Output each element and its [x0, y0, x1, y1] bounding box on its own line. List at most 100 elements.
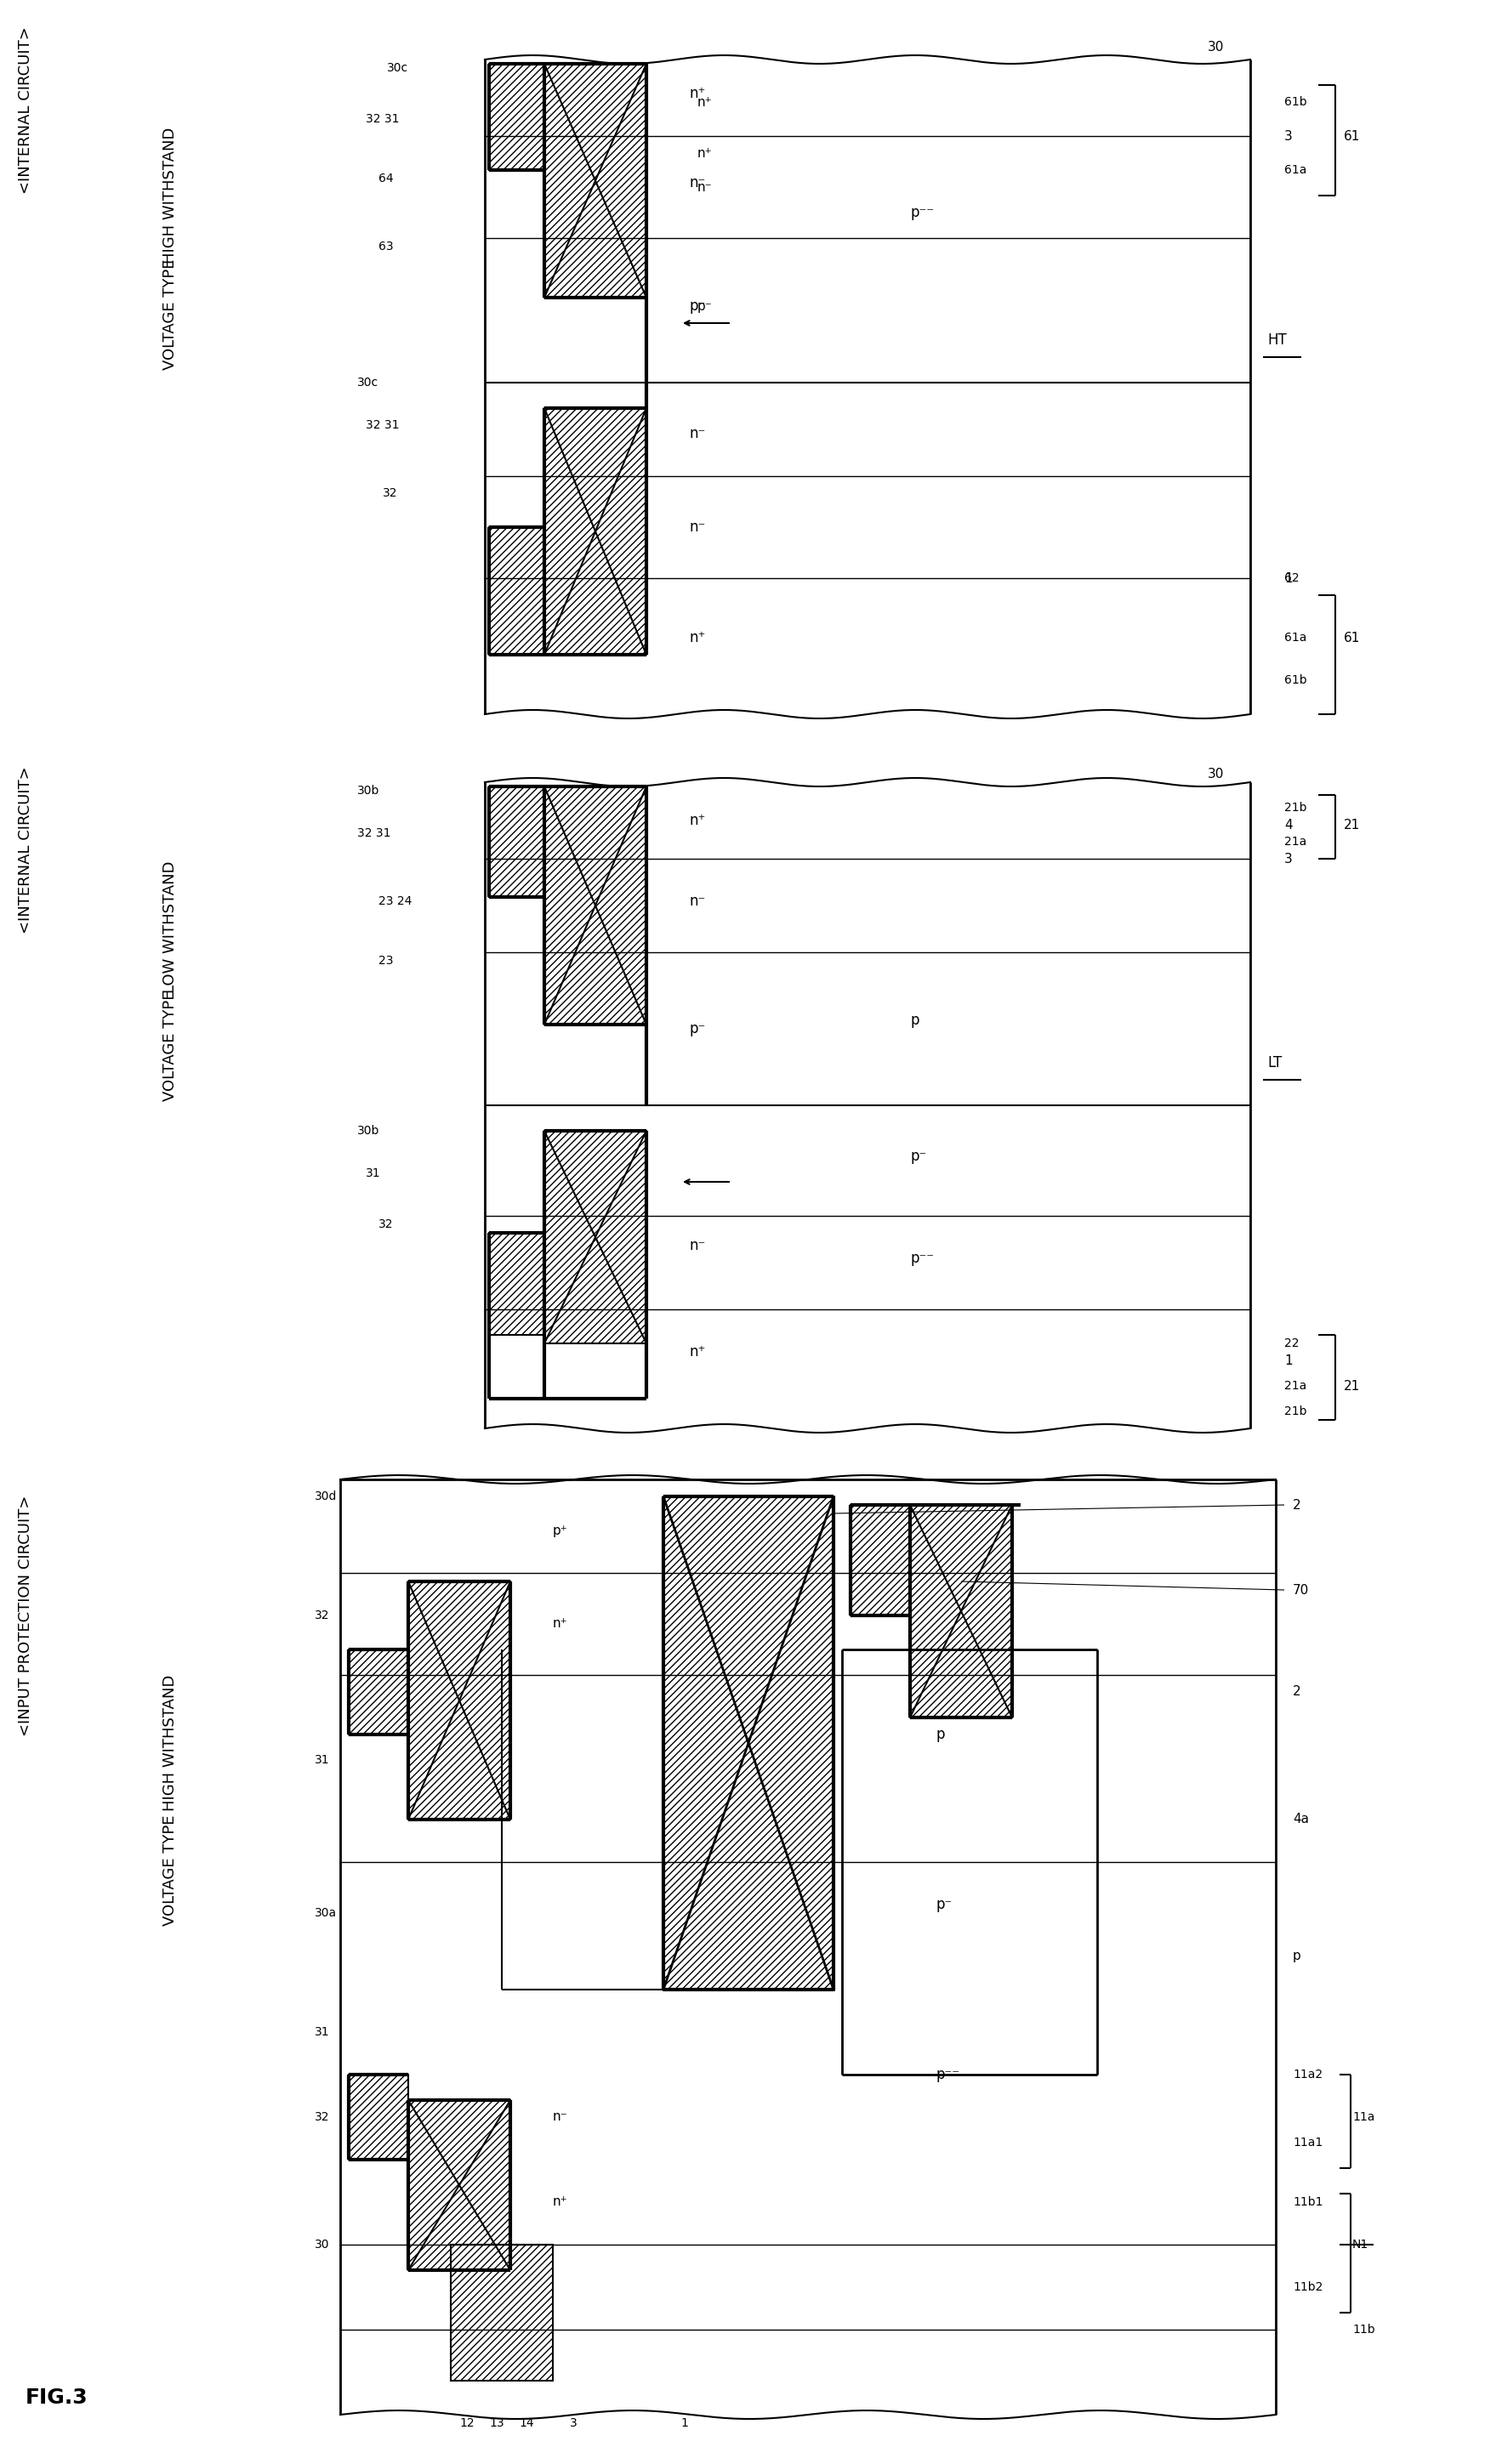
- Text: 1: 1: [1284, 572, 1292, 584]
- Bar: [409, 1582, 511, 1818]
- Bar: [490, 527, 544, 655]
- Text: 3: 3: [1284, 131, 1293, 143]
- Text: N1: N1: [1352, 2240, 1368, 2250]
- Text: p: p: [936, 1727, 945, 1742]
- Text: 64: 64: [379, 172, 394, 185]
- Text: p⁻⁻: p⁻⁻: [910, 1252, 934, 1266]
- Text: n⁻: n⁻: [553, 2112, 568, 2124]
- Text: 61b: 61b: [1284, 96, 1307, 108]
- Text: <INPUT PROTECTION CIRCUIT>: <INPUT PROTECTION CIRCUIT>: [18, 1496, 33, 1737]
- Bar: [490, 786, 544, 897]
- Text: LOW WITHSTAND: LOW WITHSTAND: [162, 860, 177, 993]
- Text: 32 31: 32 31: [357, 828, 391, 840]
- Text: 32: 32: [315, 2112, 329, 2124]
- Text: p⁻: p⁻: [697, 301, 712, 313]
- Bar: [348, 2075, 409, 2158]
- Text: p: p: [1293, 1949, 1301, 1961]
- Bar: [850, 1506, 910, 1616]
- Text: 3: 3: [1284, 853, 1293, 865]
- Text: 61a: 61a: [1284, 165, 1307, 175]
- Bar: [409, 2099, 511, 2269]
- Text: 32 31: 32 31: [365, 113, 400, 126]
- Text: 21a: 21a: [1284, 835, 1307, 848]
- Bar: [544, 409, 646, 655]
- Text: <INTERNAL CIRCUIT>: <INTERNAL CIRCUIT>: [18, 766, 33, 934]
- Bar: [544, 786, 646, 1025]
- Text: p⁻: p⁻: [689, 298, 706, 313]
- Text: 61: 61: [1344, 631, 1361, 643]
- Text: 61: 61: [1344, 131, 1361, 143]
- Text: 4: 4: [1284, 818, 1292, 830]
- Text: 31: 31: [315, 2025, 329, 2038]
- Text: p⁻⁻: p⁻⁻: [910, 205, 934, 219]
- Text: n⁻: n⁻: [689, 894, 706, 909]
- Text: n⁺: n⁺: [553, 2195, 568, 2208]
- Text: 62: 62: [1284, 572, 1299, 584]
- Bar: [544, 1131, 646, 1343]
- Text: 63: 63: [379, 241, 394, 251]
- Text: 32 31: 32 31: [365, 419, 400, 431]
- Text: n⁻: n⁻: [689, 520, 706, 535]
- Text: 32: 32: [315, 1609, 329, 1621]
- Text: 11a: 11a: [1352, 2112, 1374, 2124]
- Text: p⁺: p⁺: [553, 1525, 568, 1538]
- Text: 61a: 61a: [1284, 631, 1307, 643]
- Text: <INTERNAL CIRCUIT>: <INTERNAL CIRCUIT>: [18, 27, 33, 195]
- Text: 30: 30: [1208, 766, 1224, 781]
- Text: 13: 13: [490, 2417, 505, 2430]
- Text: 32: 32: [379, 1217, 394, 1230]
- Bar: [544, 64, 646, 298]
- Text: VOLTAGE TYPE: VOLTAGE TYPE: [162, 991, 177, 1101]
- Text: 22: 22: [1284, 1338, 1299, 1350]
- Text: 30c: 30c: [357, 377, 379, 389]
- Text: p⁻: p⁻: [936, 1897, 952, 1912]
- Text: n⁻: n⁻: [689, 426, 706, 441]
- Text: 4a: 4a: [1293, 1814, 1308, 1826]
- Text: 21: 21: [1344, 1380, 1361, 1392]
- Text: 61b: 61b: [1284, 675, 1307, 685]
- Text: 21a: 21a: [1284, 1380, 1307, 1392]
- Text: p⁻: p⁻: [689, 1020, 706, 1037]
- Bar: [348, 1648, 409, 1735]
- Text: 21: 21: [1344, 818, 1361, 830]
- Bar: [490, 64, 544, 170]
- Text: VOLTAGE TYPE: VOLTAGE TYPE: [162, 259, 177, 370]
- Text: n⁺: n⁺: [697, 96, 712, 108]
- Text: n⁺: n⁺: [697, 148, 712, 160]
- Text: 30b: 30b: [357, 784, 380, 796]
- Text: HIGH WITHSTAND: HIGH WITHSTAND: [162, 128, 177, 264]
- Text: HIGH WITHSTAND: HIGH WITHSTAND: [162, 1676, 177, 1811]
- Text: 30a: 30a: [315, 1907, 336, 1919]
- Text: n⁻: n⁻: [697, 180, 712, 195]
- Text: n⁺: n⁺: [689, 813, 706, 828]
- Text: 21b: 21b: [1284, 801, 1307, 813]
- Text: 30c: 30c: [388, 62, 409, 74]
- Text: p⁻: p⁻: [910, 1148, 927, 1163]
- Text: n⁻: n⁻: [689, 175, 706, 190]
- Text: 1: 1: [680, 2417, 688, 2430]
- Text: 1: 1: [1284, 1355, 1292, 1368]
- Text: VOLTAGE TYPE: VOLTAGE TYPE: [162, 1816, 177, 1927]
- Text: 11a2: 11a2: [1293, 2070, 1323, 2080]
- Text: 21b: 21b: [1284, 1404, 1307, 1417]
- Text: 14: 14: [518, 2417, 533, 2430]
- Text: 2: 2: [1293, 1685, 1301, 1698]
- Text: 12: 12: [460, 2417, 475, 2430]
- Text: 30b: 30b: [357, 1126, 380, 1136]
- Text: 11b2: 11b2: [1293, 2282, 1323, 2294]
- Bar: [451, 2245, 553, 2380]
- Text: 32: 32: [383, 488, 398, 500]
- Text: 30: 30: [1208, 39, 1224, 54]
- Text: n⁻: n⁻: [689, 1237, 706, 1254]
- Bar: [910, 1506, 1012, 1717]
- Text: 30d: 30d: [315, 1491, 336, 1503]
- Text: n⁺: n⁺: [689, 631, 706, 646]
- Text: 11b1: 11b1: [1293, 2195, 1323, 2208]
- Text: 11a1: 11a1: [1293, 2136, 1323, 2149]
- Text: 23 24: 23 24: [379, 894, 412, 907]
- Text: 70: 70: [1293, 1584, 1310, 1597]
- Text: 23: 23: [379, 956, 394, 966]
- Text: p: p: [910, 1013, 919, 1027]
- Text: FIG.3: FIG.3: [26, 2388, 89, 2407]
- Bar: [664, 1496, 834, 1988]
